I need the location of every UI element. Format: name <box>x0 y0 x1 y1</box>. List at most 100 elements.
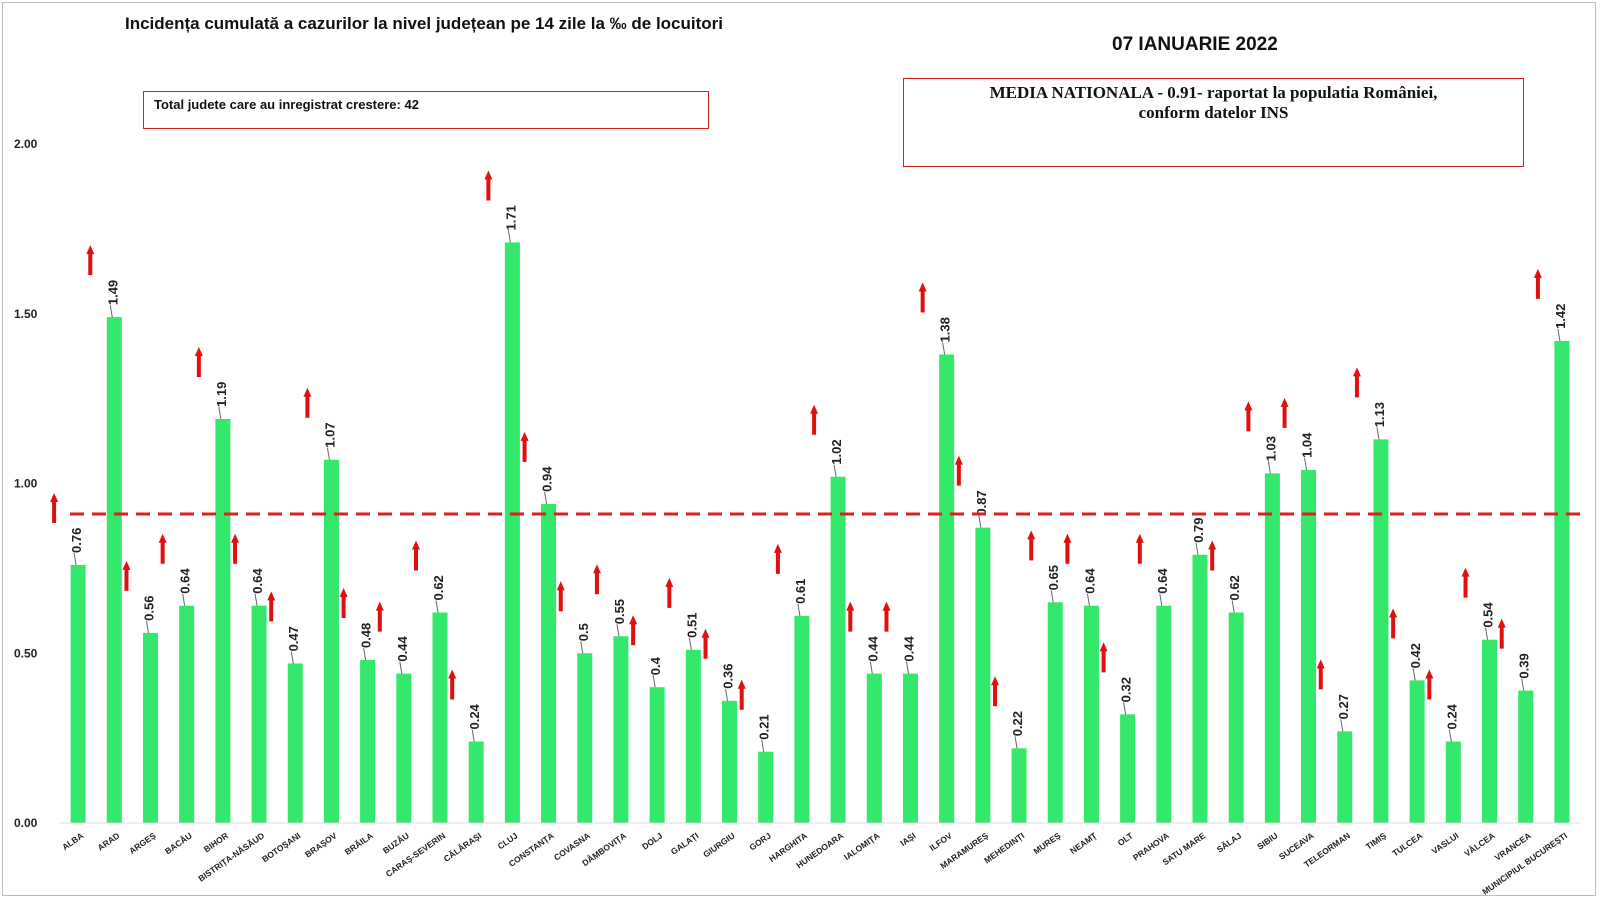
increase-arrow-icon <box>484 170 493 201</box>
bar-11 <box>432 612 448 823</box>
category-label: ALBA <box>60 830 85 852</box>
bar-15 <box>577 653 593 823</box>
increase-arrow-icon <box>556 581 565 612</box>
bar-27 <box>1011 748 1027 823</box>
value-label: 0.42 <box>1408 643 1423 668</box>
category-label: TULCEA <box>1390 830 1424 858</box>
label-leader <box>797 603 801 616</box>
increase-arrow-icon <box>1316 659 1325 690</box>
y-tick-label: 1.00 <box>14 477 38 491</box>
value-label: 1.19 <box>214 382 229 407</box>
increase-arrow-icon <box>412 540 420 571</box>
bar-36 <box>1337 731 1353 823</box>
label-leader <box>1521 678 1525 691</box>
label-leader <box>326 447 330 460</box>
y-tick-label: 0.50 <box>14 646 38 660</box>
label-leader <box>182 593 186 606</box>
value-label: 0.47 <box>286 626 301 651</box>
increase-arrow-icon <box>1063 533 1072 564</box>
label-leader <box>109 305 113 318</box>
bar-4 <box>179 605 195 823</box>
value-label: 1.02 <box>829 439 844 464</box>
value-label: 0.44 <box>395 636 410 662</box>
bar-38 <box>1409 680 1425 823</box>
value-label: 0.87 <box>974 490 989 515</box>
value-label: 0.62 <box>1227 575 1242 600</box>
value-label: 0.56 <box>141 596 156 621</box>
value-label: 0.64 <box>250 568 265 594</box>
value-label: 0.4 <box>648 656 663 675</box>
increase-arrow-icon <box>303 387 312 418</box>
increase-arrow-icon <box>991 676 1000 707</box>
value-label: 0.64 <box>178 568 193 594</box>
value-label: 1.49 <box>105 280 120 305</box>
value-label: 0.94 <box>540 466 555 492</box>
increase-arrow-icon <box>810 404 819 435</box>
label-leader <box>435 600 439 613</box>
bar-19 <box>722 700 738 823</box>
value-label: 0.5 <box>576 623 591 641</box>
increase-arrow-icon <box>1389 608 1398 639</box>
category-label: BISTRIȚA-NĂSĂUD <box>196 830 266 883</box>
value-label: 0.48 <box>359 623 374 648</box>
bar-42 <box>1554 340 1570 823</box>
increase-arrow-icon <box>1099 642 1108 673</box>
increase-arrow-icon <box>375 601 384 632</box>
value-label: 1.71 <box>503 205 518 230</box>
value-label: 0.32 <box>1119 677 1134 702</box>
label-leader <box>905 661 909 674</box>
category-label: ILFOV <box>928 830 955 853</box>
y-tick-label: 2.00 <box>14 137 38 151</box>
bar-5 <box>215 418 231 823</box>
bar-14 <box>541 503 557 823</box>
value-label: 0.64 <box>1155 568 1170 594</box>
bar-6 <box>251 605 267 823</box>
bar-41 <box>1518 690 1534 823</box>
bar-34 <box>1264 473 1280 823</box>
label-leader <box>1304 457 1308 471</box>
bar-40 <box>1482 639 1498 823</box>
bar-23 <box>866 673 882 823</box>
bar-8 <box>323 459 339 823</box>
bar-13 <box>504 242 520 823</box>
label-leader <box>688 637 692 650</box>
report-date: 07 IANUARIE 2022 <box>1112 34 1278 55</box>
value-label: 0.22 <box>1010 711 1025 736</box>
bar-10 <box>396 673 412 823</box>
label-leader <box>1014 736 1018 749</box>
value-label: 0.39 <box>1517 653 1532 678</box>
category-label: GIURGIU <box>701 830 737 859</box>
label-leader <box>507 230 511 243</box>
increase-arrow-icon <box>231 533 240 564</box>
value-label: 1.13 <box>1372 402 1387 427</box>
label-leader <box>616 624 620 637</box>
increase-arrow-icon <box>194 346 203 377</box>
label-leader <box>1231 600 1235 613</box>
category-label: BOTOȘANI <box>260 830 302 864</box>
label-leader <box>1050 590 1054 603</box>
category-label: ARAD <box>96 830 122 852</box>
bar-24 <box>902 673 918 823</box>
increase-arrow-icon <box>1208 540 1217 571</box>
bar-12 <box>468 741 484 823</box>
bar-17 <box>649 687 665 823</box>
increase-arrow-icon <box>701 628 710 659</box>
category-label: IALOMIȚA <box>842 830 881 862</box>
increase-arrow-icon <box>1425 669 1434 700</box>
bar-18 <box>685 649 701 823</box>
increase-arrow-icon <box>846 601 855 632</box>
value-label: 0.76 <box>69 528 84 553</box>
increase-count-box: Total judete care au inregistrat crester… <box>143 91 709 129</box>
national-average-box: MEDIA NATIONALA - 0.91- raportat la popu… <box>903 78 1524 167</box>
chart-title: Incidența cumulată a cazurilor la nivel … <box>125 14 724 33</box>
label-leader <box>1485 627 1489 640</box>
value-label: 1.38 <box>938 317 953 342</box>
category-label: SĂLAJ <box>1215 830 1244 854</box>
label-leader <box>363 647 367 661</box>
increase-arrow-icon <box>918 282 927 313</box>
value-label: 0.44 <box>901 636 916 662</box>
category-label: NEAMȚ <box>1068 830 1099 856</box>
label-leader <box>1448 729 1452 742</box>
increase-arrow-icon <box>737 679 746 710</box>
